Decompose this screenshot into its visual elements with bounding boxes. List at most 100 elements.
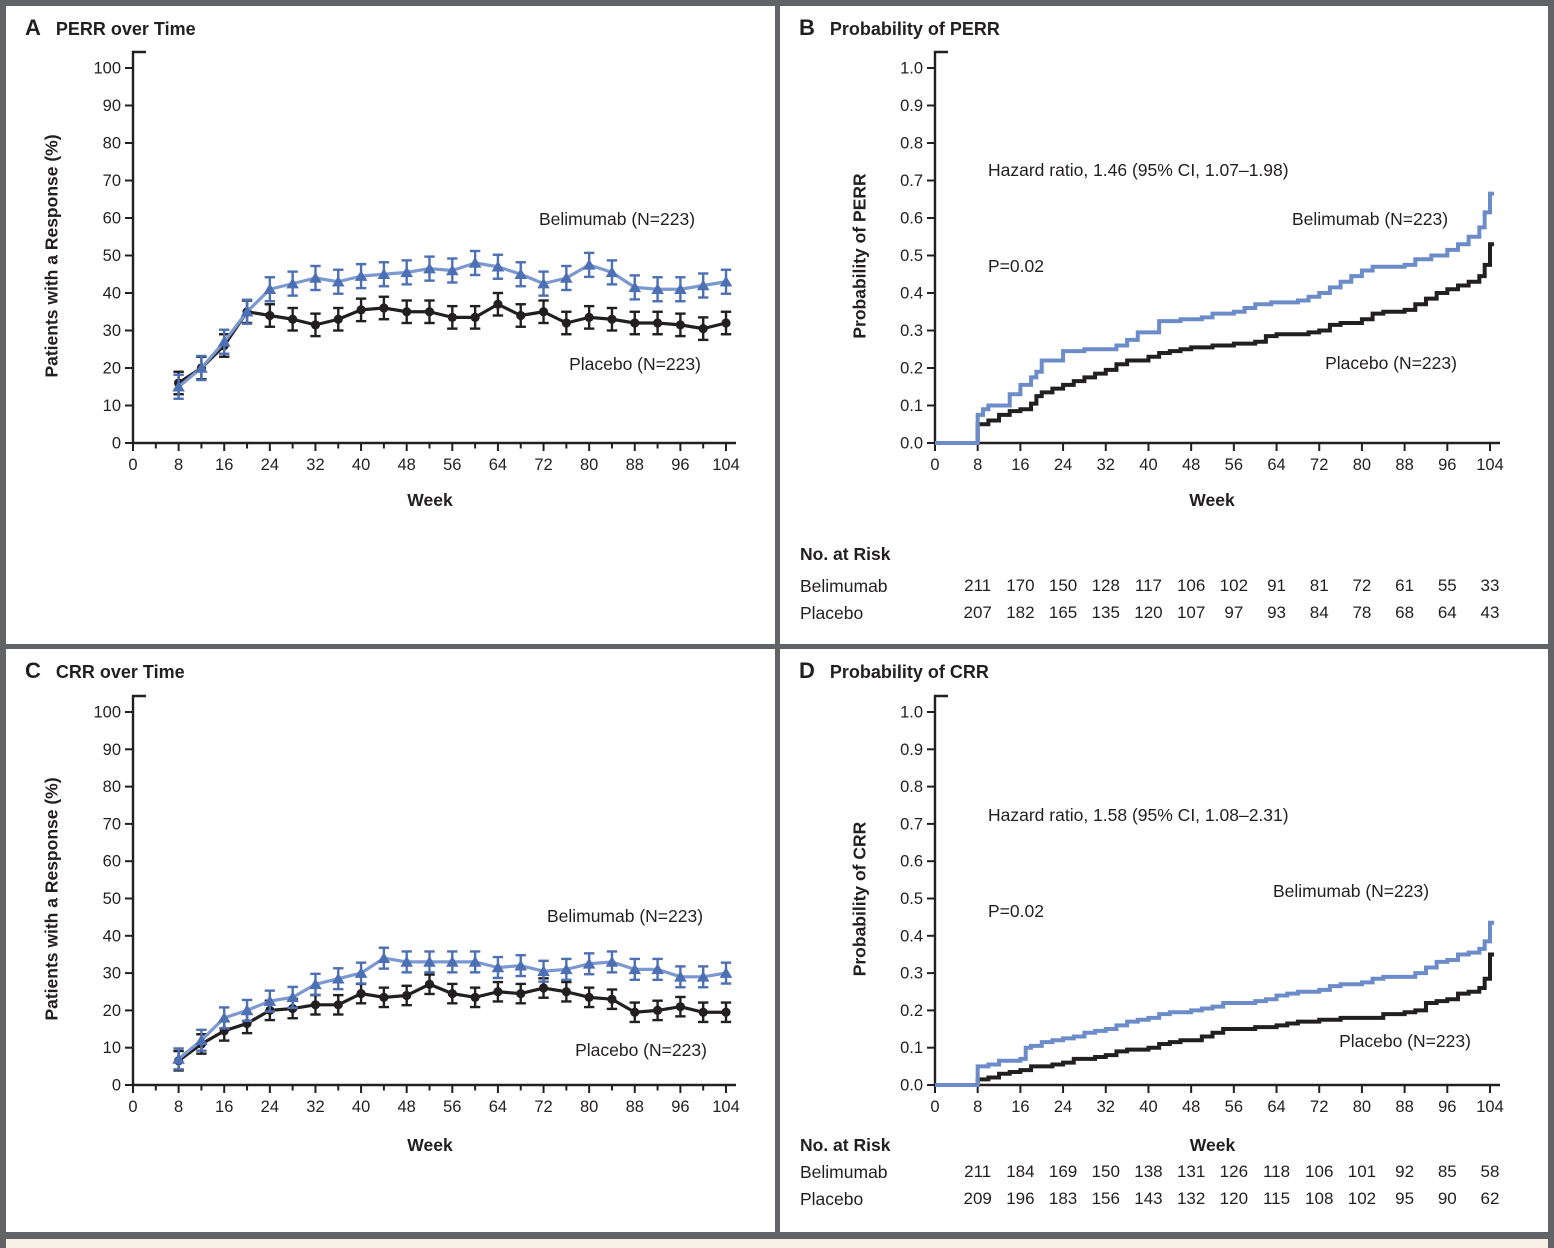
x-tick-label: 88 [1395,456,1413,474]
risk-count: 135 [1091,603,1120,622]
triangle-marker [628,963,642,975]
risk-count: 118 [1262,1162,1291,1181]
risk-count: 182 [1006,603,1035,622]
x-tick-label: 64 [1267,456,1285,474]
panel-b-hazard-ratio-line: Hazard ratio, 1.46 (95% CI, 1.07–1.98) [988,160,1289,180]
y-tick-label: 0.2 [900,360,923,378]
y-tick-label: 0.6 [900,853,923,871]
circle-marker [584,312,594,322]
y-tick-label: 0.8 [900,778,923,796]
circle-marker [333,314,343,324]
legend-label-placebo: Placebo (N=223) [575,1040,707,1060]
x-tick-label: 80 [580,1098,598,1116]
panel-d-title: Probability of CRR [829,662,989,682]
panel-c: C CRR over Time Patients with a Response… [6,649,775,1232]
panel-b-pvalue-line: P=0.02 [988,256,1044,276]
risk-row-label: Placebo [800,1189,864,1209]
circle-marker [516,310,526,321]
circle-marker [698,324,708,334]
risk-count: 115 [1262,1189,1291,1208]
x-tick-label: 72 [1310,456,1328,474]
circle-marker [584,992,594,1002]
triangle-marker [446,955,459,967]
circle-marker [698,1007,708,1017]
panel-d-risk-row-belimumab: Belimumab 211 184 169 150 138 131 126 118 106 101… [780,1162,1548,1186]
panel-a: A PERR over Time Patients with a Respons… [6,6,775,644]
risk-count: 55 [1437,576,1457,595]
triangle-marker [354,967,368,978]
risk-count: 126 [1219,1162,1249,1181]
y-tick-label: 0.1 [900,1039,923,1057]
triangle-marker [400,955,413,967]
x-tick-label: 32 [306,456,324,474]
risk-count: 58 [1480,1162,1500,1181]
legend-label-belimumab: Belimumab (N=223) [1273,881,1429,901]
y-tick-label: 100 [93,704,121,722]
axis-lines [933,694,1500,1087]
risk-count: 156 [1091,1189,1120,1208]
x-tick-label: 16 [215,456,233,474]
legend-label-belimumab: Belimumab (N=223) [539,209,695,229]
panel-c-chart: 0 10 20 30 40 50 60 70 80 90 100 0 8 16 24 32 40 48 56 64 72… [93,694,740,1116]
y-tick-label: 1.0 [900,60,923,78]
x-tick-label: 40 [1139,456,1157,474]
circle-marker [356,989,366,999]
risk-count: 150 [1091,1162,1120,1181]
triangle-marker [423,262,436,274]
y-tick-label: 1.0 [900,704,923,722]
triangle-marker [719,275,733,287]
risk-count: 165 [1048,603,1078,622]
x-tick-label: 8 [973,1098,982,1116]
triangle-marker [605,266,619,278]
x-tick-label: 16 [215,1098,233,1116]
risk-count: 108 [1305,1189,1334,1208]
panel-b: B Probability of PERR Probability of PER… [780,6,1548,644]
x-tick-label: 24 [1054,1098,1072,1116]
x-tick-label: 24 [261,1098,279,1116]
y-tick-label: 70 [103,815,121,833]
y-tick-label: 20 [103,360,121,378]
triangle-marker [286,991,299,1003]
triangle-marker [605,955,619,967]
triangle-marker [514,268,528,280]
circle-marker [675,320,685,330]
km-step-curve [935,242,1494,445]
y-tick-label: 0.4 [900,285,923,303]
y-tick-label: 0.0 [900,435,923,453]
risk-count: 93 [1267,603,1286,622]
panel-c-letter: C [25,658,41,683]
risk-count: 120 [1219,1189,1249,1208]
circle-marker [379,303,389,313]
panel-a-letter: A [25,15,41,40]
y-tick-label: 0 [112,435,121,453]
x-tick-label: 24 [1054,456,1072,474]
triangle-marker [195,362,208,373]
x-tick-label: 0 [128,456,137,474]
y-tick-label: 10 [103,1039,121,1057]
panel-b-header: B Probability of PERR [799,15,1000,41]
y-tick-label: 40 [103,927,121,945]
triangle-marker [217,1011,231,1023]
triangle-marker [651,963,664,975]
triangle-marker [331,972,345,984]
x-tick-label: 8 [174,1098,183,1116]
risk-row-label: Belimumab [800,1162,888,1182]
circle-marker [561,987,571,997]
risk-count: 211 [964,1162,992,1181]
x-tick-label: 64 [489,456,507,474]
risk-count: 106 [1176,576,1206,595]
x-tick-label: 64 [1267,1098,1285,1116]
y-tick-label: 0.5 [900,890,923,908]
circle-marker [538,983,549,993]
circle-marker [356,305,366,315]
triangle-marker [377,268,391,280]
panel-b-letter: B [799,15,815,40]
risk-count: 102 [1219,576,1249,595]
risk-count: 209 [963,1189,992,1208]
y-tick-label: 60 [103,210,121,228]
x-tick-label: 72 [534,1098,552,1116]
legend-label-belimumab: Belimumab (N=223) [1292,209,1448,229]
x-tick-label: 96 [671,456,689,474]
circle-marker [652,318,663,328]
risk-count: 143 [1134,1189,1163,1208]
